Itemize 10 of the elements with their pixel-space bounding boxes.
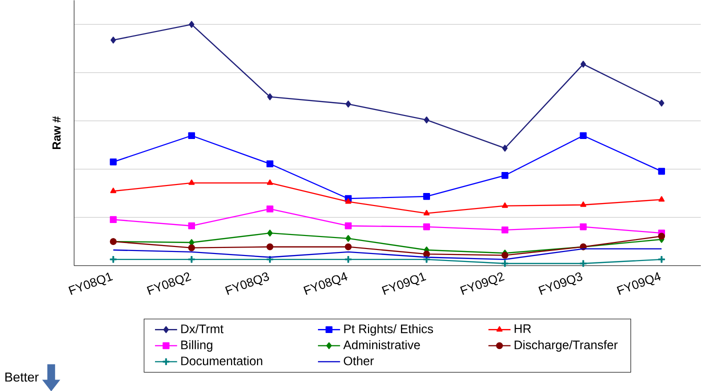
legend-label: HR — [514, 324, 531, 333]
legend-label: Discharge/Transfer — [514, 340, 618, 352]
legend-label: Other — [344, 356, 374, 366]
legend-label: Billing — [181, 340, 212, 352]
legend-label: Documentation — [181, 356, 262, 366]
text: Better — [5, 372, 39, 382]
legend-label: Dx/Trmt — [181, 324, 224, 334]
y-axis-title: Raw # — [52, 116, 61, 149]
legend-label: Administrative — [343, 340, 420, 350]
legend-label: Pt Rights/ Ethics — [344, 324, 434, 336]
